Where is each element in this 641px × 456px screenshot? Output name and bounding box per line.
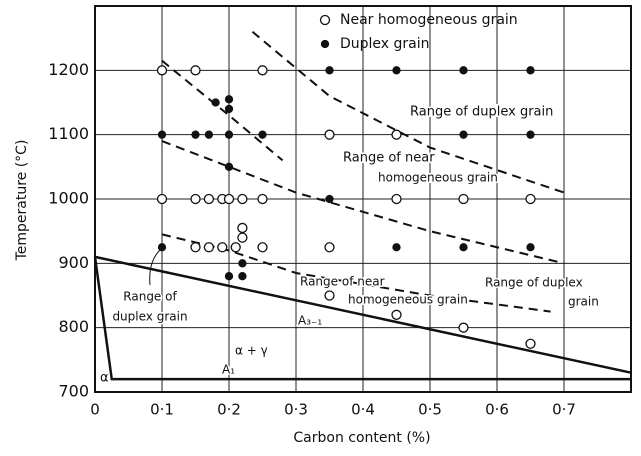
annotation: homogeneous grain	[348, 293, 468, 307]
annotation: A₁	[222, 363, 235, 377]
y-tick-label: 1100	[48, 124, 89, 143]
y-tick-label: 700	[58, 382, 89, 401]
open-marker	[525, 338, 536, 349]
filled-marker	[459, 243, 468, 252]
legend-marker	[319, 14, 331, 26]
annotation-arrow	[149, 249, 161, 286]
annotation: α	[100, 371, 109, 386]
filled-marker	[191, 130, 200, 139]
filled-marker	[238, 259, 247, 268]
phase-boundary	[93, 256, 631, 381]
filled-marker	[392, 243, 401, 252]
open-marker	[324, 242, 335, 253]
open-marker	[324, 129, 335, 140]
y-tick-label: 1000	[48, 189, 89, 208]
x-tick-label: 0·2	[217, 401, 241, 419]
open-marker	[190, 65, 201, 76]
filled-marker	[238, 272, 247, 281]
open-marker	[237, 222, 248, 234]
plot-frame	[94, 5, 632, 393]
open-marker	[237, 193, 248, 205]
open-marker	[156, 193, 168, 205]
open-marker	[156, 65, 168, 76]
filled-marker	[325, 66, 334, 75]
open-marker	[257, 193, 268, 205]
dashed-boundary	[161, 140, 565, 265]
y-tick-label: 1200	[48, 60, 89, 79]
open-marker	[203, 193, 215, 205]
open-marker	[324, 290, 335, 301]
filled-marker	[224, 162, 234, 171]
filled-marker	[224, 130, 234, 139]
annotation: Range of	[123, 290, 177, 304]
filled-marker	[211, 98, 220, 107]
filled-marker	[204, 130, 214, 139]
annotation: Range of near	[300, 275, 385, 289]
open-marker	[391, 309, 402, 320]
y-axis-label: Temperature (°C)	[14, 140, 30, 262]
x-tick-label: 0·7	[552, 401, 576, 419]
legend-label: Near homogeneous grain	[340, 12, 518, 28]
filled-marker	[157, 243, 167, 252]
x-tick-label: 0·1	[150, 401, 174, 419]
open-marker	[190, 193, 201, 205]
filled-marker	[459, 66, 468, 75]
annotation: Range of near	[343, 151, 435, 166]
open-marker	[525, 193, 536, 205]
filled-marker	[526, 130, 535, 139]
open-marker	[217, 242, 228, 253]
annotation: Range of duplex	[485, 276, 583, 290]
x-tick-label: 0·5	[418, 401, 442, 419]
filled-marker	[325, 194, 334, 204]
filled-marker	[526, 66, 535, 75]
open-marker	[223, 193, 235, 205]
open-marker	[190, 242, 201, 253]
open-marker	[257, 65, 268, 76]
filled-marker	[224, 104, 234, 114]
x-tick-label: 0·4	[351, 401, 375, 419]
y-tick-label: 900	[58, 253, 89, 272]
filled-marker	[392, 66, 401, 75]
open-marker	[230, 242, 241, 253]
legend-label: Duplex grain	[340, 36, 430, 52]
annotation: homogeneous grain	[378, 171, 498, 185]
filled-marker	[224, 95, 234, 104]
legend-marker	[320, 39, 330, 49]
open-marker	[391, 193, 402, 205]
annotation: A₃₋₁	[298, 314, 322, 328]
phase-boundary	[94, 255, 632, 374]
filled-marker	[459, 130, 468, 139]
annotation: Range of duplex grain	[410, 105, 553, 120]
x-tick-label: 0·6	[485, 401, 509, 419]
open-marker	[203, 242, 215, 253]
dashed-boundary	[251, 30, 565, 194]
filled-marker	[224, 272, 234, 281]
annotation: α + γ	[235, 344, 268, 358]
annotation: duplex grain	[112, 310, 187, 324]
x-tick-label: 0	[90, 401, 100, 419]
open-marker	[237, 232, 248, 243]
filled-marker	[157, 130, 167, 139]
dashed-boundary	[161, 59, 284, 162]
filled-marker	[526, 243, 535, 252]
y-tick-label: 800	[58, 317, 89, 336]
x-axis-label: Carbon content (%)	[293, 430, 430, 446]
open-marker	[257, 242, 268, 253]
open-marker	[391, 129, 402, 140]
x-tick-label: 0·3	[284, 401, 308, 419]
annotation: grain	[568, 295, 599, 309]
open-marker	[458, 322, 469, 333]
filled-marker	[258, 130, 267, 139]
open-marker	[458, 193, 469, 205]
